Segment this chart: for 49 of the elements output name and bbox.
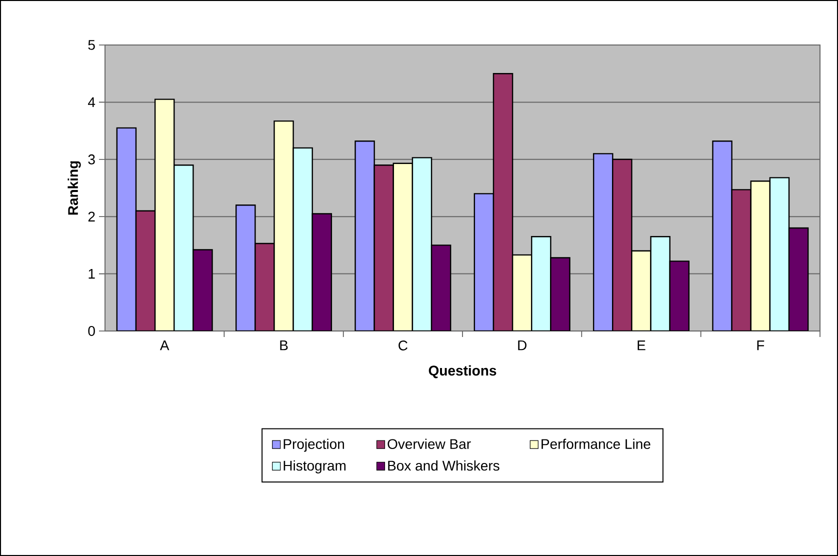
bar (532, 236, 551, 331)
y-tick-label: 1 (88, 268, 95, 279)
x-tick-label: B (280, 340, 288, 350)
x-tick-label: E (638, 340, 646, 350)
bar (155, 99, 174, 331)
bar (474, 194, 494, 331)
bar (493, 74, 513, 331)
bar (236, 205, 256, 331)
legend-label: Box and Whiskers (388, 460, 500, 471)
x-tick-label: D (518, 340, 526, 350)
bar (174, 165, 194, 331)
bar (612, 159, 632, 331)
bar (550, 258, 570, 331)
bar (632, 250, 651, 331)
bar (750, 180, 771, 331)
bar (432, 245, 451, 331)
bar (594, 154, 613, 331)
bar (650, 236, 670, 331)
bar (393, 163, 412, 331)
legend-label: Overview Bar (388, 438, 471, 450)
legend-label: Histogram (284, 460, 346, 474)
legend-label: Projection (284, 438, 344, 452)
bar (512, 254, 532, 331)
y-tick-label: 0 (88, 326, 95, 336)
bar (293, 148, 312, 331)
bar (193, 250, 212, 331)
y-tick-label: 5 (88, 40, 95, 50)
bar (788, 227, 809, 331)
bar (136, 210, 156, 331)
x-tick-label: A (160, 340, 170, 350)
y-axis-title: Ranking (68, 161, 81, 215)
bar (412, 158, 432, 331)
bar (255, 243, 274, 331)
bar (274, 121, 294, 331)
y-tick-label: 4 (88, 97, 96, 108)
x-tick-label: C (398, 340, 408, 350)
bar (374, 165, 394, 331)
bar (670, 261, 689, 331)
bar (312, 214, 332, 331)
x-tick-label: F (757, 340, 764, 350)
y-tick-label: 2 (88, 212, 95, 222)
y-tick-label: 3 (88, 154, 95, 164)
bar (731, 189, 752, 331)
x-axis-title: Questions (428, 365, 496, 378)
bar (355, 141, 374, 331)
bar (712, 140, 732, 331)
bar (116, 128, 136, 331)
bar (769, 177, 790, 331)
legend-label: Performance Line (542, 438, 650, 450)
